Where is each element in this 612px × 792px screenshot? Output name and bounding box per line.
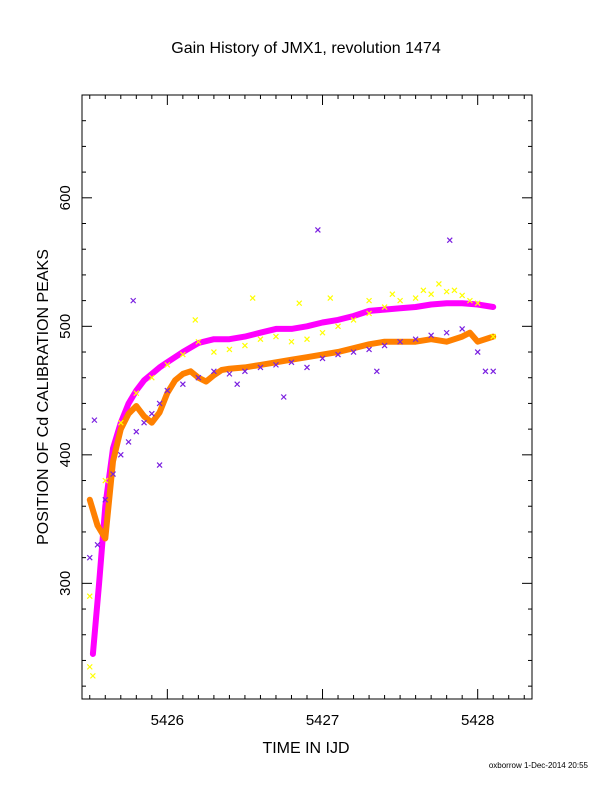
series-2-point [389,291,396,298]
series-3-point [474,349,481,355]
series-3-point [446,237,453,244]
series-2-point [467,297,473,304]
series-2-point [117,419,124,426]
series-3-point [156,400,163,407]
series-2-point [86,593,93,600]
series-3-point [381,342,388,349]
series-3-point [314,227,321,233]
series-3-point [490,368,497,375]
series-2-point [443,288,450,295]
series-2-point [335,323,341,330]
series-3-point [125,439,132,445]
chart-title: Gain History of JMX1, revolution 1474 [171,40,441,57]
series-3-point [304,364,310,371]
series-3-point [280,394,287,400]
series-2-point [474,300,481,307]
series-3-point [210,368,217,375]
series-3-point [94,541,101,548]
y-tick-label: 400 [57,442,74,467]
series-3-point [412,336,419,343]
series-3-point [117,451,124,458]
series-3-point [156,462,163,469]
series-2-point [435,280,442,287]
series-2-point [319,329,326,336]
series-3-point [110,471,116,478]
series-3-point [130,297,137,304]
y-tick-label: 600 [57,185,74,210]
series-2-point [350,316,357,323]
x-tick-label: 5426 [151,712,184,729]
series-3-point [443,329,450,336]
y-tick-labels: 300 400 500 600 [57,185,74,596]
series-2-point [327,295,334,301]
series-3-point [148,410,155,417]
series-2-point [273,333,279,340]
series-2-point [381,304,388,310]
series-2-point [148,374,155,381]
series-1-line [86,329,497,542]
series-2-point [179,351,186,358]
series-3-point [141,419,147,426]
series-3-point [179,381,186,388]
y-axis-label: POSITION OF Cd CALIBRATION PEAKS [35,249,52,545]
series-3-point [91,417,98,424]
series-2-point [242,342,248,349]
series-3-point [350,349,357,355]
series-3-point [482,368,489,375]
series-3-point [428,332,435,339]
series-2-point [366,297,372,304]
series-3-point [397,338,404,345]
series-2-point [210,349,217,355]
x-tick-label: 5427 [306,712,339,729]
series-3-point [226,370,233,377]
series-2-point [288,338,295,345]
series-2-point [102,477,109,484]
data-series [86,227,497,679]
series-2-point [133,390,140,397]
x-tick-labels: 5426 5427 5428 [151,712,495,729]
series-2-point [164,361,171,368]
series-3-point [459,325,466,332]
x-tick-label: 5428 [461,712,494,729]
series-2-point [366,310,372,317]
series-3-point [164,387,171,394]
series-0-line [89,300,497,657]
series-2-point [89,672,96,679]
series-3-point [86,554,93,561]
series-2-point [86,663,93,670]
series-3-point [234,381,241,388]
series-3-point [273,361,279,368]
series-2-point [490,333,497,340]
series-3-point [373,368,380,375]
series-3-point [319,355,326,362]
series-2-point [459,292,466,299]
series-2-point [195,338,202,345]
series-2-point [412,295,419,301]
series-2-point [226,346,233,353]
plot-frame [81,94,533,700]
series-2-point [296,300,303,307]
series-2-point [397,297,404,304]
series-2-point [304,336,310,343]
series-2-point [420,287,427,294]
series-3-point [102,496,109,503]
x-axis-label: TIME IN IJD [262,740,349,757]
series-3-point [366,346,372,353]
series-2-point [451,287,458,294]
series-2-point [249,295,256,301]
y-tick-label: 300 [57,571,74,596]
series-3-point [195,374,202,381]
series-3-point [257,364,264,371]
series-2-point [257,336,264,343]
axis-ticks [82,94,532,699]
series-3-point [242,368,248,375]
y-tick-label: 500 [57,314,74,339]
credit-text: oxborrow 1-Dec-2014 20:55 [489,761,589,770]
series-3-point [288,359,295,366]
series-3-point [335,351,341,358]
series-2-point [428,291,435,298]
series-2-point [192,316,199,323]
series-3-point [133,428,140,435]
